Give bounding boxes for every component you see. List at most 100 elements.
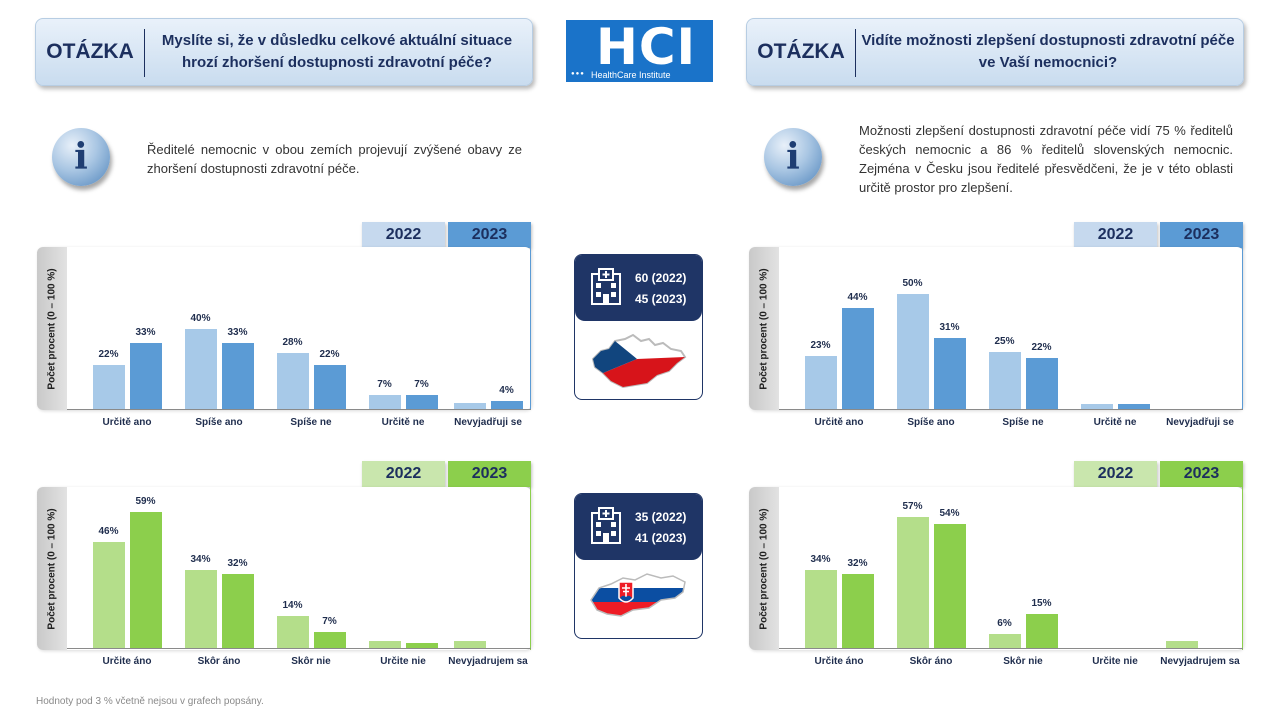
- category-label-0: Určite áno: [102, 656, 152, 667]
- bar-2022-4: [1165, 641, 1198, 648]
- question-text: Vidíte možnosti zlepšení dostupnosti zdr…: [861, 32, 1235, 71]
- bar-2023-0: [129, 343, 162, 409]
- data-label-2023-0: 59%: [135, 496, 156, 508]
- data-label-2023-2: 7%: [322, 615, 337, 627]
- data-label-2023-1: 33%: [227, 327, 248, 338]
- y-axis-strip: [749, 487, 779, 650]
- data-label-2022-1: 57%: [902, 500, 923, 512]
- category-label-4: Nevyjadrujem sa: [1160, 656, 1240, 667]
- data-label-2023-4: 4%: [499, 385, 514, 396]
- country-box-czech: 60 (2022) 45 (2023): [574, 254, 703, 400]
- legend-2022-tag: 2022: [362, 461, 445, 487]
- category-label-2: Spíše ne: [1002, 417, 1044, 428]
- data-label-2022-2: 25%: [994, 335, 1015, 347]
- info-icon: i: [52, 128, 110, 186]
- bar-2022-0: [804, 569, 837, 648]
- bar-2022-4: [453, 403, 486, 409]
- data-label-2022-1: 34%: [190, 553, 211, 565]
- panel-edge: [1242, 487, 1243, 650]
- chart-panel-sk-improvement: Počet procent (0 – 100 %): [749, 487, 1243, 650]
- bar-2022-1: [184, 329, 217, 409]
- czech-map-icon: [591, 333, 687, 389]
- x-axis-line: [67, 409, 531, 410]
- y-axis-title: Počet procent (0 – 100 %): [758, 267, 770, 390]
- data-label-2022-0: 23%: [810, 340, 831, 352]
- sample-size-header: 35 (2022) 41 (2023): [575, 494, 702, 560]
- data-label-2023-1: 54%: [939, 507, 960, 519]
- bar-2023-1: [221, 343, 254, 409]
- data-label-2022-3: 7%: [377, 379, 392, 390]
- bar-2023-3: [405, 395, 438, 409]
- chart-panel-cz-improvement: Počet procent (0 – 100 %): [749, 247, 1243, 410]
- bar-2022-4: [453, 641, 486, 648]
- category-label-1: Spíše ano: [907, 417, 955, 428]
- legend-2023-tag: 2023: [448, 222, 531, 248]
- category-label-0: Určitě ano: [814, 417, 864, 428]
- data-label-2023-1: 31%: [939, 321, 960, 333]
- legend-2022-tag: 2022: [362, 222, 445, 248]
- sample-size-2023: 41 (2023): [635, 531, 687, 545]
- country-box-slovakia: 35 (2022) 41 (2023): [574, 493, 703, 639]
- bar-2022-0: [804, 356, 837, 409]
- data-label-2022-1: 50%: [902, 278, 923, 289]
- footnote: Hodnoty pod 3 % včetně nejsou v grafech …: [36, 696, 264, 707]
- data-label-2022-0: 46%: [98, 526, 119, 538]
- logo-text: HCI: [596, 18, 697, 76]
- bar-2023-2: [313, 631, 346, 648]
- legend-2022-tag: 2022: [1074, 461, 1157, 487]
- bar-2022-1: [896, 516, 929, 648]
- category-label-3: Určite nie: [380, 656, 426, 667]
- data-label-2022-1: 40%: [190, 313, 211, 324]
- hci-logo: HCI ●●● HealthCare Institute: [566, 18, 713, 82]
- bar-2023-0: [841, 574, 874, 648]
- data-label-2023-2: 15%: [1031, 597, 1052, 609]
- question-label: OTÁZKA: [46, 40, 134, 63]
- bar-2022-3: [368, 395, 401, 409]
- bar-2023-1: [933, 523, 966, 648]
- data-label-2023-1: 32%: [227, 558, 248, 570]
- y-axis-title: Počet procent (0 – 100 %): [46, 507, 58, 630]
- category-label-2: Spíše ne: [290, 417, 332, 428]
- bar-2022-3: [1080, 404, 1113, 409]
- bar-2023-1: [221, 574, 254, 648]
- legend-2023-tag: 2023: [1160, 461, 1243, 487]
- data-label-2022-2: 28%: [282, 337, 303, 348]
- y-axis-strip: [37, 247, 67, 410]
- bar-2023-1: [933, 337, 966, 409]
- slovakia-map-icon: [590, 573, 686, 617]
- info-icon: i: [764, 128, 822, 186]
- data-label-2023-0: 44%: [847, 291, 868, 303]
- data-label-2022-0: 22%: [98, 349, 119, 360]
- category-label-2: Skôr nie: [1003, 656, 1043, 667]
- bar-2022-2: [988, 351, 1021, 409]
- category-label-0: Určite áno: [814, 656, 864, 667]
- panel-edge: [1242, 247, 1243, 410]
- category-label-0: Určitě ano: [102, 417, 152, 428]
- legend-2022-tag: 2022: [1074, 222, 1157, 248]
- sample-size-2022: 60 (2022): [635, 271, 687, 285]
- x-axis-line: [779, 648, 1243, 649]
- category-label-4: Nevyjadrujem sa: [448, 656, 528, 667]
- logo-dots: ●●●: [571, 71, 585, 77]
- question-box-left: OTÁZKA Myslíte si, že v důsledku celkové…: [35, 18, 533, 86]
- data-label-2022-2: 14%: [282, 599, 303, 611]
- bar-2023-2: [313, 365, 346, 409]
- data-label-2023-2: 22%: [319, 349, 340, 360]
- data-label-2022-0: 34%: [810, 553, 831, 565]
- bar-2022-2: [276, 353, 309, 409]
- category-label-3: Určitě ne: [381, 417, 425, 428]
- logo-subtitle: HealthCare Institute: [591, 70, 671, 80]
- x-axis-line: [779, 409, 1243, 410]
- sample-size-2023: 45 (2023): [635, 292, 687, 306]
- question-box-right: OTÁZKA Vidíte možnosti zlepšení dostupno…: [746, 18, 1244, 86]
- category-label-1: Spíše ano: [195, 417, 243, 428]
- data-label-2023-0: 32%: [847, 558, 868, 570]
- category-label-2: Skôr nie: [291, 656, 331, 667]
- bar-2023-0: [841, 307, 874, 409]
- x-axis-line: [67, 648, 531, 649]
- bar-2023-2: [1025, 613, 1058, 648]
- bar-2022-1: [184, 569, 217, 648]
- y-axis-title: Počet procent (0 – 100 %): [758, 507, 770, 630]
- bar-2023-0: [129, 512, 162, 648]
- y-axis-title: Počet procent (0 – 100 %): [46, 267, 58, 390]
